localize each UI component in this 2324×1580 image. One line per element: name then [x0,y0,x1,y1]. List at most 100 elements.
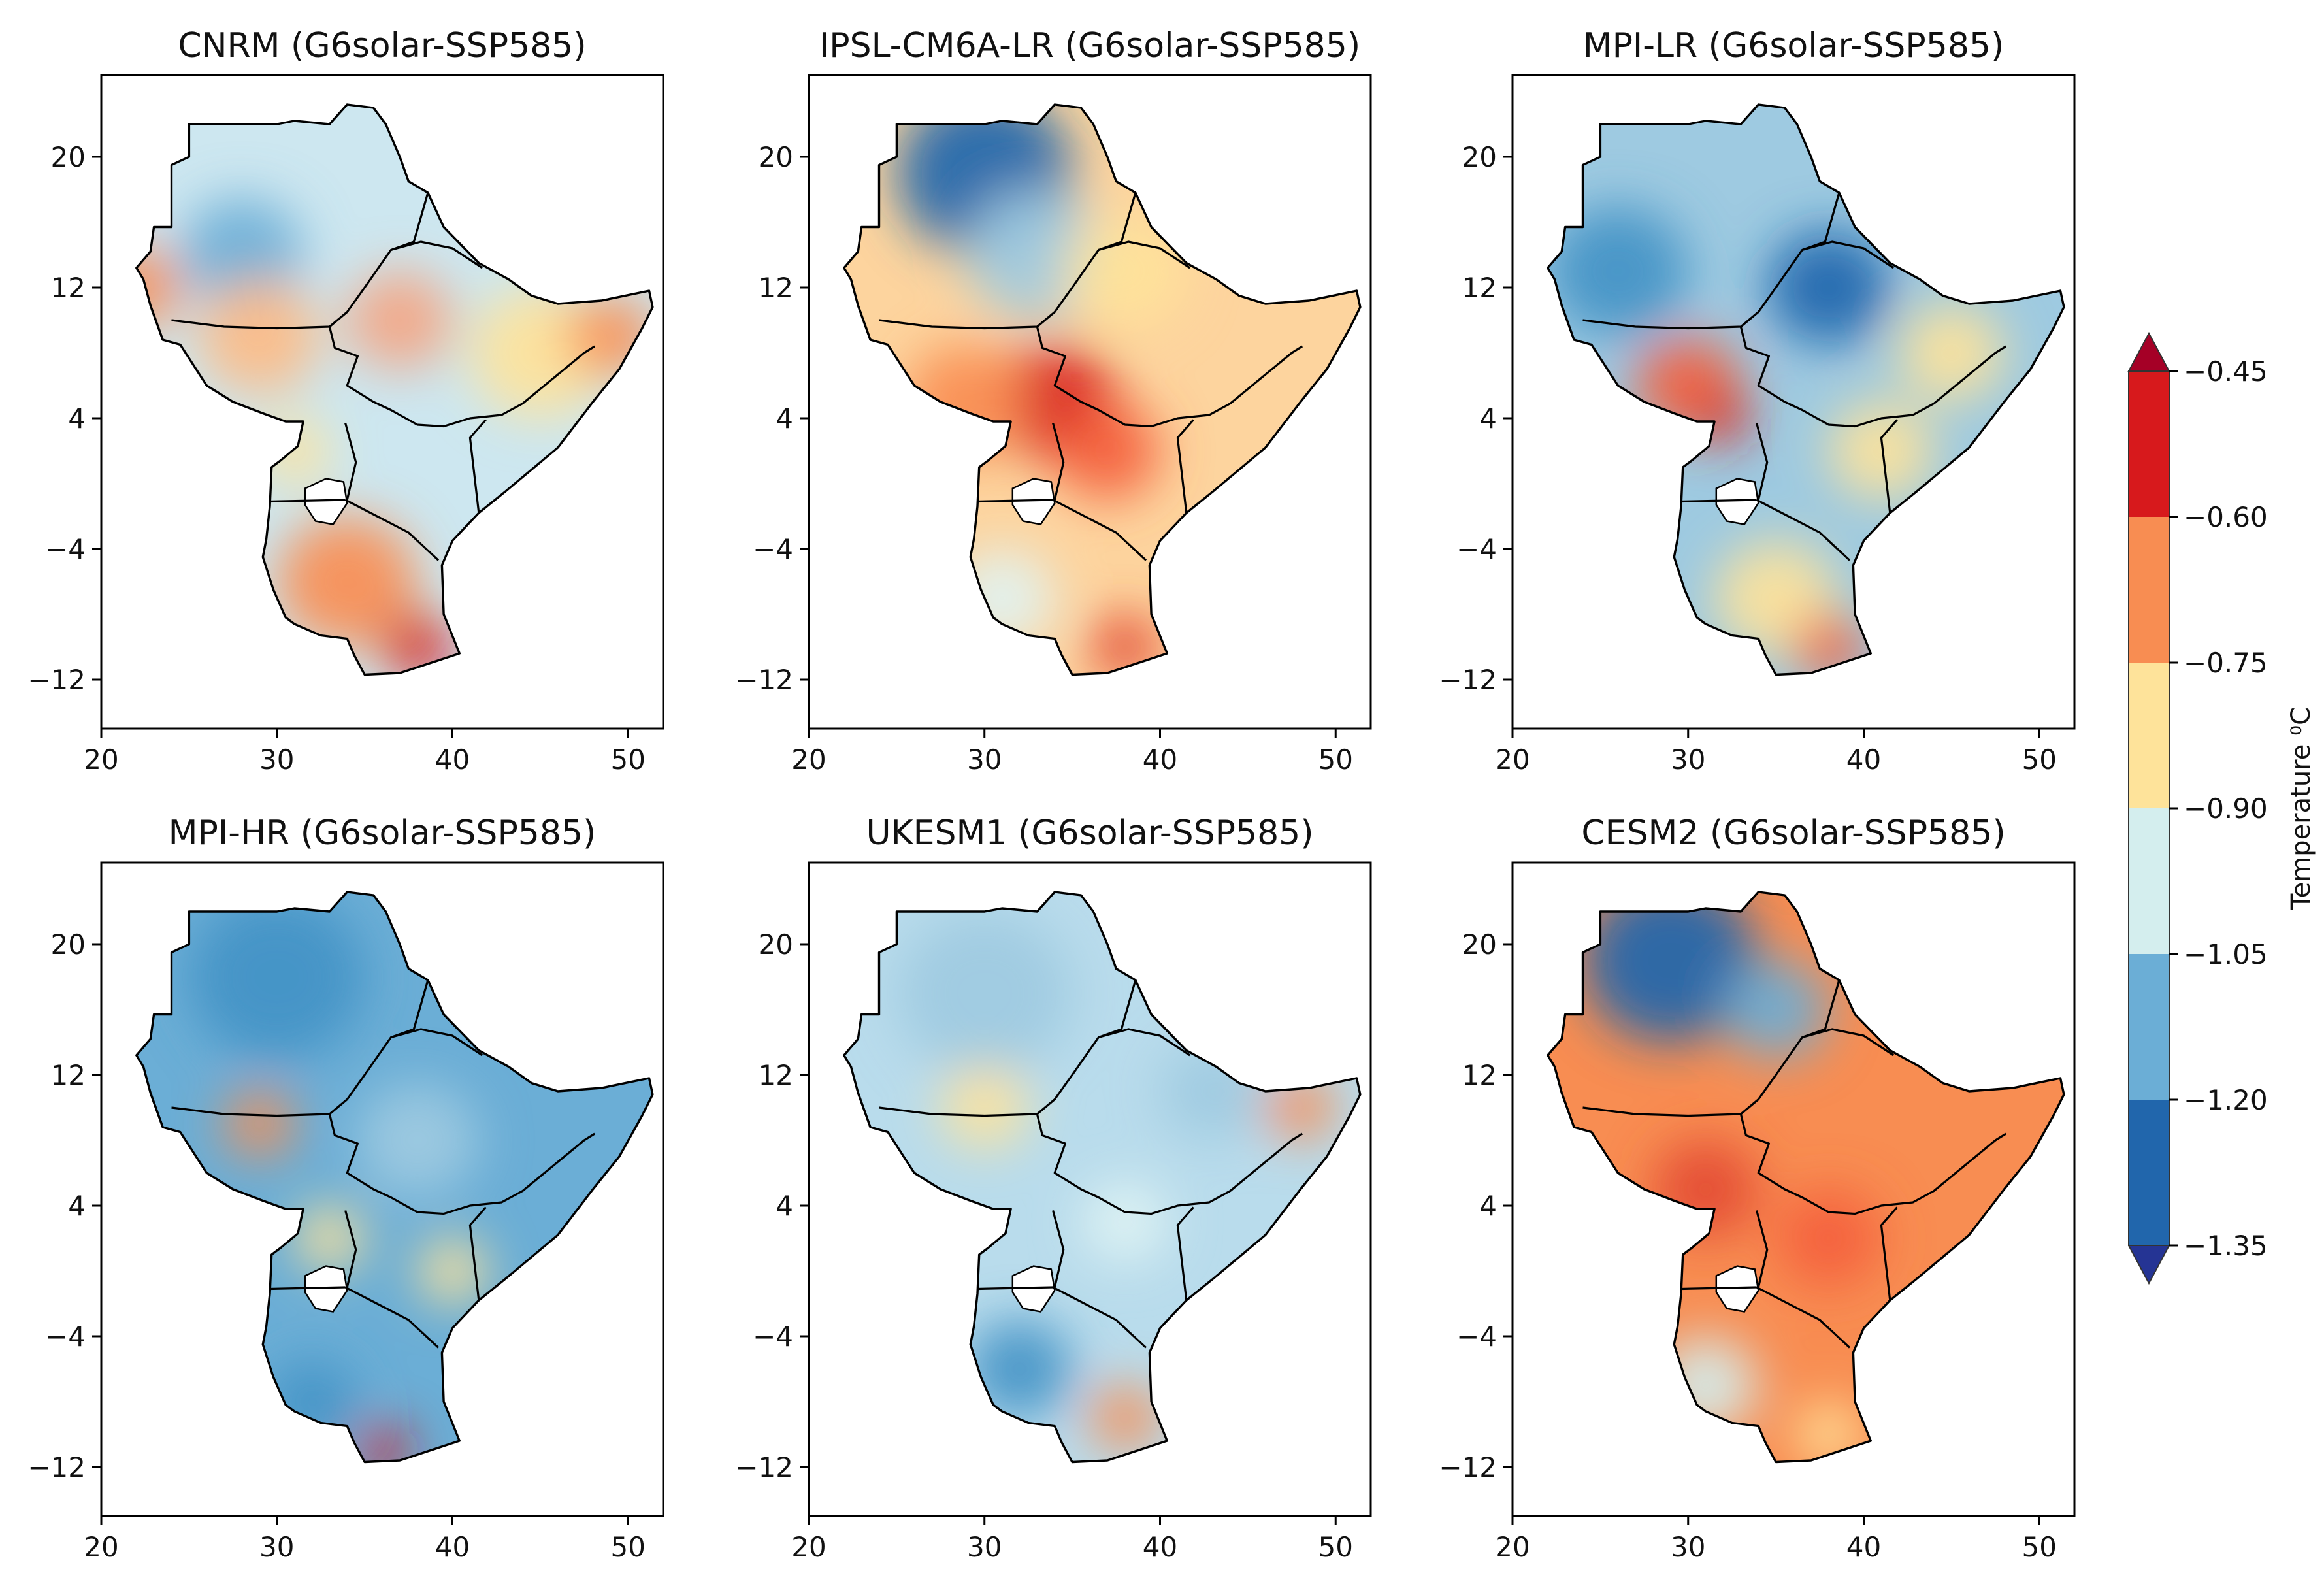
field-anomaly [1582,892,1759,1042]
country-border [1680,1286,1757,1291]
country-border [1801,240,1895,269]
lake [1011,1265,1056,1313]
axes-frame [808,861,1372,1517]
x-tick-label: 50 [611,1531,646,1563]
x-tick-label: 40 [435,744,470,776]
field-anomaly [347,271,453,369]
colorbar-tick-label: −1.20 [2184,1084,2268,1116]
y-tick-label: 12 [51,1059,86,1091]
x-tick-label: 30 [1671,1531,1705,1563]
colorbar-segment [2129,371,2169,517]
country-border [1880,419,1898,514]
x-tick-label: 50 [2022,1531,2057,1563]
coastline [135,103,654,676]
colorbar-label: Temperature ⁰C [2286,707,2316,910]
field-anomaly [276,516,417,647]
field-anomaly [417,1238,488,1304]
y-tick-label: 20 [51,929,86,961]
country-border [977,1286,1053,1291]
x-tick-label: 50 [611,744,646,776]
country-border [1756,423,1769,501]
y-tick-label: 12 [1462,272,1497,304]
field-anomaly [1063,214,1187,329]
field-anomaly [1547,206,1688,337]
country-border [1582,979,1841,1117]
y-tick-label: 20 [51,141,86,173]
temperature-field [843,892,1360,1462]
country-border [1756,1286,1851,1349]
y-tick-label: 4 [68,1190,86,1222]
temperature-field [843,105,1360,675]
x-tick-label: 30 [259,744,294,776]
temperature-field [1547,105,2064,675]
x-tick-label: 30 [259,1531,294,1563]
colorbar-tick-label: −0.75 [2184,647,2268,679]
field-anomaly [940,1066,1028,1149]
colorbar: −1.35 −1.20 −1.05 −0.90 −0.75 −0.60 −0.45 Tempe… [2127,331,2316,1285]
lake [1715,478,1759,525]
country-border [171,192,429,330]
country-border [468,1206,487,1301]
map-panel: UKESM1 (G6solar-SSP585) 20 30 40 50 20 12 4 −4 −1… [735,814,1372,1563]
field-anomaly [1767,230,1890,345]
coastline [1547,891,2065,1464]
colorbar-segment [2129,808,2169,954]
country-border [171,979,429,1117]
panels: CNRM (G6solar-SSP585)20 30 40 5020124−4−12I… [27,26,2076,1563]
field-anomaly [896,912,1073,1075]
country-border [390,240,483,269]
panel-title: UKESM1 (G6solar-SSP585) [866,814,1313,853]
country-border [1098,240,1191,269]
country-border [1739,1113,2007,1215]
field-anomaly [966,1320,1073,1418]
y-tick-label: −4 [1456,533,1497,565]
country-border [344,1286,440,1349]
y-tick-label: 4 [1479,1190,1497,1222]
country-border [390,1028,483,1057]
y-tick-label: 4 [776,403,793,435]
country-border [269,499,346,503]
country-border [1739,326,2007,428]
country-border [1036,1113,1303,1215]
axes-frame [1511,861,2076,1517]
country-border [1176,1206,1194,1301]
y-tick-label: −12 [735,664,793,696]
panel-title: IPSL-CM6A-LR (G6solar-SSP585) [819,26,1360,65]
y-tick-label: 4 [776,1190,793,1222]
x-tick-label: 40 [1143,744,1177,776]
map-panel: CESM2 (G6solar-SSP585) 20 30 40 50 20 12 4 −4 −12 [1439,814,2076,1563]
y-tick-label: −12 [735,1451,793,1483]
country-border [1756,1210,1769,1288]
colorbar-segment [2129,954,2169,1100]
axes-frame [100,74,664,730]
y-tick-label: 20 [1462,929,1497,961]
y-tick-label: −4 [45,1321,86,1353]
x-tick-label: 50 [2022,744,2057,776]
field-anomaly [294,1206,365,1271]
x-tick-label: 20 [791,744,826,776]
country-border [1052,1210,1065,1288]
colorbar-segment [2129,663,2169,808]
country-border [1880,1206,1898,1301]
x-tick-label: 30 [967,744,1002,776]
field-anomaly [355,1083,479,1198]
country-border [1680,499,1757,503]
colorbar-segment [2129,1100,2169,1245]
country-border [344,499,440,561]
country-border [468,419,487,514]
lake [304,478,348,525]
field-anomaly [136,246,180,329]
x-tick-label: 50 [1318,1531,1353,1563]
country-border [1176,419,1194,514]
country-border [1756,499,1851,561]
x-tick-label: 30 [1671,744,1705,776]
x-tick-label: 40 [435,1531,470,1563]
y-tick-label: −4 [1456,1321,1497,1353]
x-tick-label: 40 [1846,1531,1881,1563]
coastline [1547,103,2065,676]
lake [1011,478,1056,525]
y-tick-label: −12 [27,664,86,696]
country-border [269,1286,346,1291]
